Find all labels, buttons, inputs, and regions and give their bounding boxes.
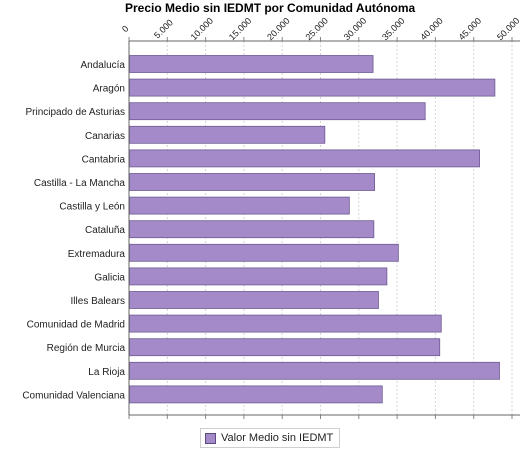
category-label: Extremadura	[68, 249, 126, 260]
category-label: Canarias	[85, 131, 125, 142]
bar	[129, 267, 388, 286]
bar	[129, 173, 376, 191]
x-tick-label: 40.000	[418, 16, 445, 43]
category-label: La Rioja	[88, 367, 125, 378]
category-label: Cataluña	[85, 225, 125, 236]
category-label: Castilla y León	[59, 202, 125, 213]
bar	[129, 102, 426, 121]
legend-label: Valor Medio sin IEDMT	[221, 432, 334, 444]
x-tick-label: 45.000	[457, 16, 484, 43]
category-label: Andalucía	[81, 60, 126, 71]
x-tick-label: 35.000	[380, 16, 407, 43]
bars	[129, 55, 500, 404]
x-tick-label: 5.000	[152, 17, 175, 40]
category-label: Castilla - La Mancha	[34, 178, 126, 189]
x-tick-label: 10.000	[189, 16, 216, 43]
bar	[129, 78, 496, 97]
category-label: Illes Balears	[71, 296, 125, 307]
x-tick-label: 30.000	[342, 16, 369, 43]
chart-title: Precio Medio sin IEDMT por Comunidad Aut…	[125, 1, 416, 15]
legend: Valor Medio sin IEDMT	[200, 428, 341, 448]
category-label: Comunidad de Madrid	[27, 320, 125, 331]
x-tick-label: 15.000	[227, 16, 254, 43]
bar	[129, 314, 442, 333]
axes	[128, 40, 520, 416]
x-tick-label: 25.000	[303, 16, 330, 43]
bar	[129, 338, 441, 357]
x-tick-label: 0	[120, 24, 131, 35]
legend-swatch	[205, 432, 216, 444]
x-tick-label: 50.000	[495, 16, 522, 43]
category-labels: Andalucía Aragón Principado de Asturias Can…	[22, 60, 125, 401]
category-label: Principado de Asturias	[25, 107, 125, 118]
bar	[129, 291, 379, 309]
category-label: Comunidad Valenciana	[22, 390, 125, 401]
bar	[129, 196, 350, 215]
bar	[129, 125, 326, 144]
bar	[129, 243, 399, 262]
category-label: Región de Murcia	[47, 343, 126, 354]
category-label: Cantabria	[82, 154, 126, 165]
category-label: Galicia	[94, 272, 125, 283]
category-label: Aragón	[93, 84, 125, 95]
x-tick-label: 20.000	[265, 16, 292, 43]
bar	[129, 385, 383, 404]
bar	[129, 220, 375, 239]
bar	[129, 55, 374, 73]
bar	[129, 149, 480, 168]
bar	[129, 361, 500, 380]
